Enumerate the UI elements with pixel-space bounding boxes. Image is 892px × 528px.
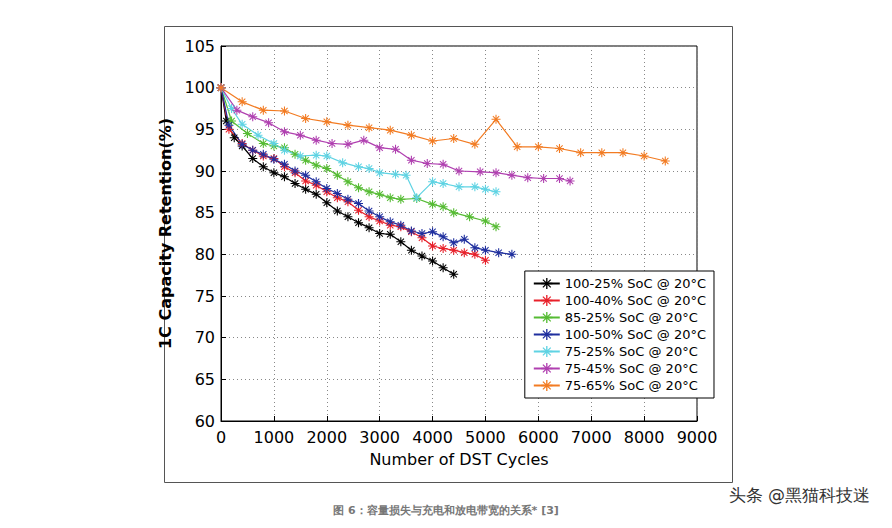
svg-text:0: 0 xyxy=(216,428,226,447)
svg-text:Number of DST Cycles: Number of DST Cycles xyxy=(369,450,548,469)
svg-text:70: 70 xyxy=(195,328,215,347)
svg-text:2000: 2000 xyxy=(306,428,347,447)
svg-text:图 6：容量损失与充电和放电带宽的关系* [3]: 图 6：容量损失与充电和放电带宽的关系* [3] xyxy=(333,504,559,517)
svg-text:8000: 8000 xyxy=(624,428,665,447)
svg-text:75-65% SoC @ 20°C: 75-65% SoC @ 20°C xyxy=(565,378,698,393)
svg-text:75-25% SoC @ 20°C: 75-25% SoC @ 20°C xyxy=(565,344,698,359)
svg-text:80: 80 xyxy=(195,245,215,264)
svg-text:65: 65 xyxy=(195,370,215,389)
svg-text:7000: 7000 xyxy=(571,428,612,447)
svg-text:头条 @黑猫科技迷: 头条 @黑猫科技迷 xyxy=(729,485,870,505)
svg-text:6000: 6000 xyxy=(518,428,559,447)
svg-text:85-25% SoC @ 20°C: 85-25% SoC @ 20°C xyxy=(565,310,698,325)
svg-text:75-45% SoC @ 20°C: 75-45% SoC @ 20°C xyxy=(565,361,698,376)
svg-text:1C Capacity Retention(%): 1C Capacity Retention(%) xyxy=(156,118,175,349)
svg-text:5000: 5000 xyxy=(465,428,506,447)
svg-text:1000: 1000 xyxy=(254,428,295,447)
svg-text:90: 90 xyxy=(195,162,215,181)
svg-text:9000: 9000 xyxy=(677,428,718,447)
svg-text:100-25% SoC @ 20°C: 100-25% SoC @ 20°C xyxy=(565,276,706,291)
svg-text:95: 95 xyxy=(195,120,215,139)
svg-text:100: 100 xyxy=(184,78,215,97)
svg-text:85: 85 xyxy=(195,203,215,222)
svg-text:100-40% SoC @ 20°C: 100-40% SoC @ 20°C xyxy=(565,293,706,308)
svg-text:3000: 3000 xyxy=(359,428,400,447)
svg-text:105: 105 xyxy=(184,37,215,56)
svg-text:4000: 4000 xyxy=(412,428,453,447)
svg-text:100-50% SoC @ 20°C: 100-50% SoC @ 20°C xyxy=(565,327,706,342)
svg-text:75: 75 xyxy=(195,287,215,306)
svg-text:60: 60 xyxy=(195,412,215,431)
